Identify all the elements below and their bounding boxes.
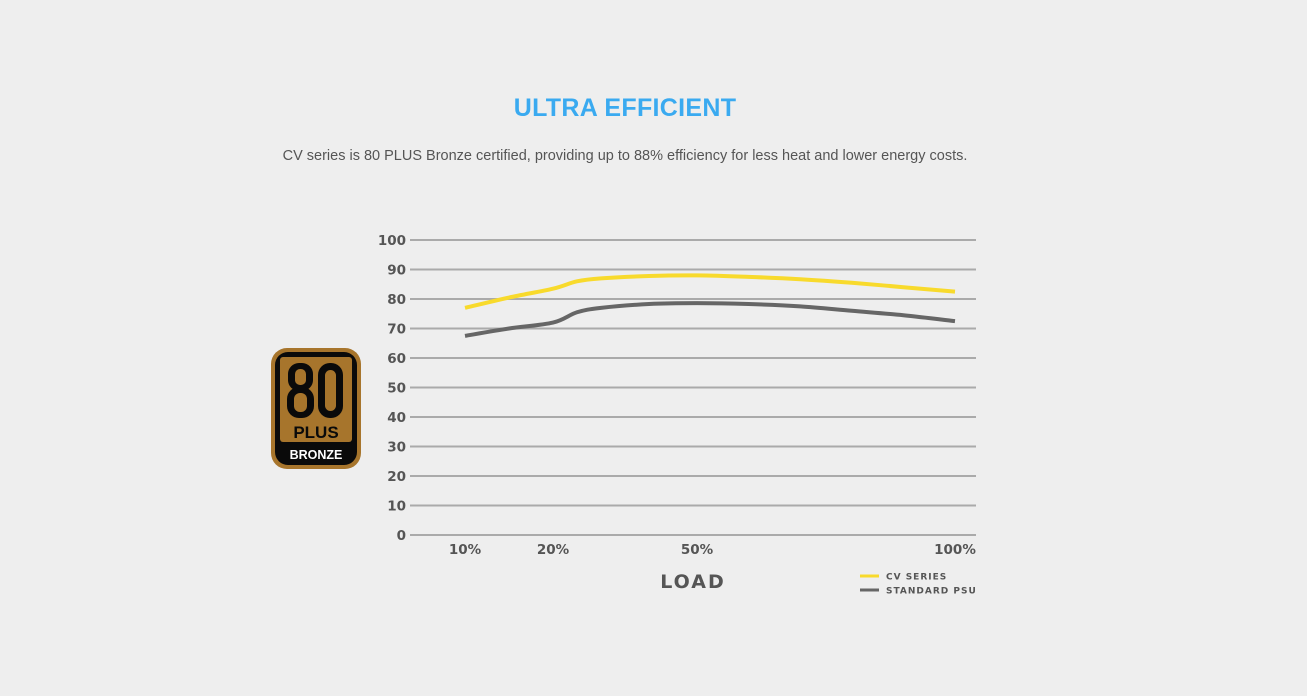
y-tick-label: 60: [387, 351, 406, 367]
y-tick-label: 100: [378, 233, 406, 249]
section-title: ULTRA EFFICIENT: [513, 94, 737, 122]
y-tick-label: 40: [387, 410, 406, 426]
y-tick-label: 90: [387, 263, 406, 279]
badge-tier: BRONZE: [290, 448, 343, 462]
badge-plus: PLUS: [293, 423, 338, 442]
x-tick-label: 50%: [681, 542, 714, 558]
legend-label: CV SERIES: [886, 573, 947, 583]
80-plus-bronze-badge: PLUS BRONZE: [271, 348, 361, 469]
x-axis-label: LOAD: [660, 571, 726, 593]
y-tick-label: 70: [387, 322, 406, 338]
y-tick-label: 30: [387, 440, 406, 456]
series-line-cv-series: [464, 273, 956, 310]
badge-number-logo-lettering: [287, 363, 343, 418]
x-tick-label: 20%: [537, 542, 570, 558]
legend-label: STANDARD PSU: [886, 587, 977, 597]
section-subtitle: CV series is 80 PLUS Bronze certified, p…: [282, 148, 968, 164]
y-tick-label: 0: [397, 528, 406, 544]
x-tick-label: 10%: [449, 542, 482, 558]
x-tick-label: 100%: [934, 542, 976, 558]
y-tick-label: 10: [387, 499, 406, 515]
y-tick-label: 80: [387, 292, 406, 308]
y-tick-label: 20: [387, 469, 406, 485]
series-line-standard-psu: [464, 301, 956, 338]
y-tick-label: 50: [387, 381, 406, 397]
